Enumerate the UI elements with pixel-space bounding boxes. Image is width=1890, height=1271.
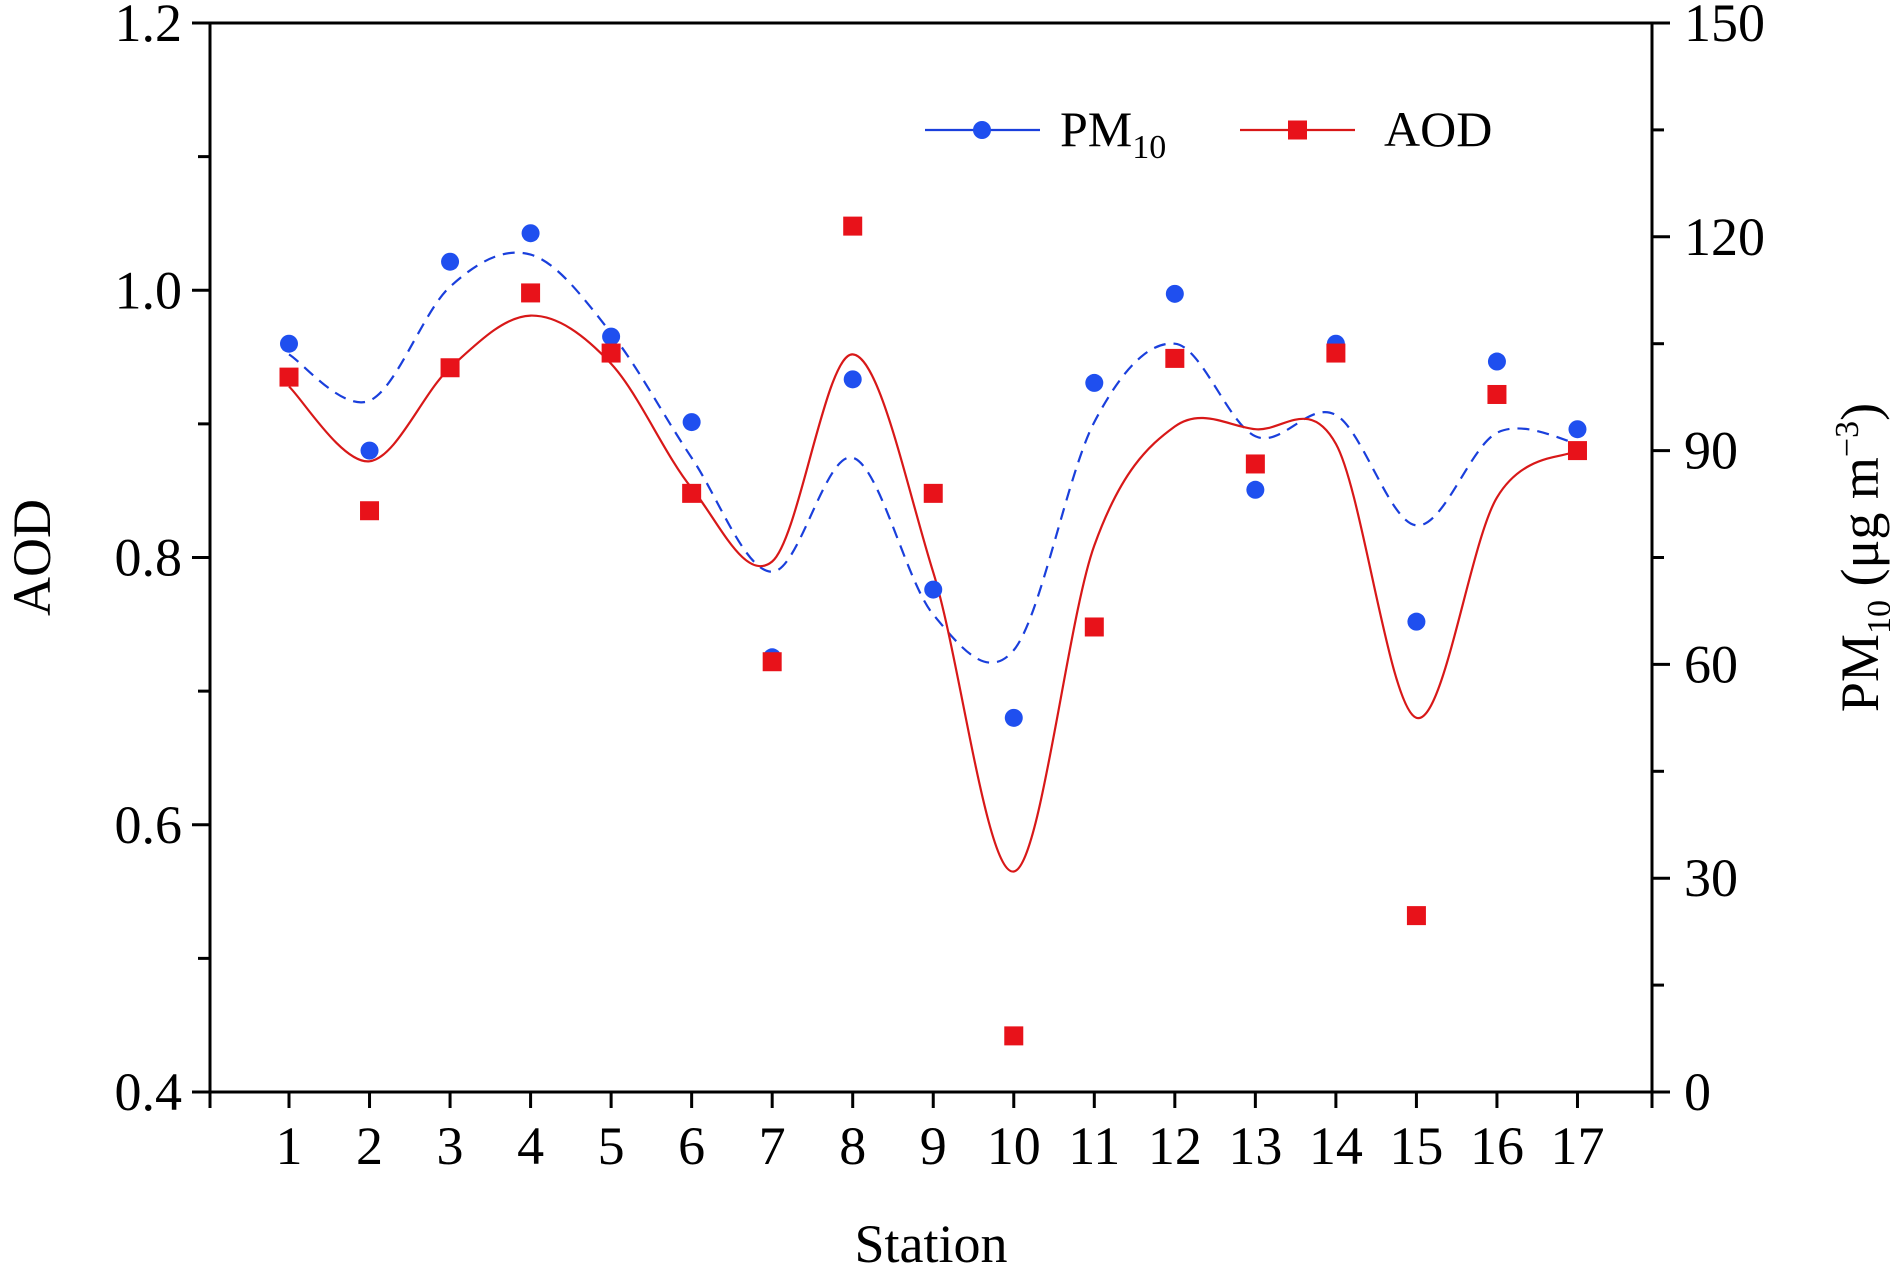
aod-point-8 (843, 216, 863, 236)
aod-point-11 (1084, 617, 1104, 637)
aod-point-9 (923, 483, 943, 503)
right-y-tick-label: 60 (1684, 634, 1738, 694)
right-y-title-close: ) (1830, 403, 1890, 421)
aod-point-10 (1004, 1026, 1024, 1046)
right-y-tick-label: 150 (1684, 0, 1765, 53)
right-y-axis-title: PM10 (μg m−3) (1829, 403, 1890, 712)
right-y-tick-label: 30 (1684, 848, 1738, 908)
x-tick-label: 13 (1228, 1116, 1282, 1176)
x-tick-label: 4 (517, 1116, 544, 1176)
pm10-point-12 (1165, 284, 1184, 303)
aod-point-14 (1326, 343, 1346, 363)
x-tick-label: 9 (920, 1116, 947, 1176)
pm10-point-13 (1246, 480, 1265, 499)
aod-point-15 (1406, 906, 1426, 926)
pm10-point-8 (843, 370, 862, 389)
plot-frame (208, 21, 1654, 1094)
x-tick-label: 6 (678, 1116, 705, 1176)
legend: PM10 AOD (925, 101, 1492, 166)
legend-aod-label: AOD (1384, 101, 1492, 157)
x-tick-label: 12 (1148, 1116, 1202, 1176)
right-y-tick-label: 90 (1684, 421, 1738, 481)
aod-point-13 (1245, 454, 1265, 474)
aod-point-12 (1165, 348, 1185, 368)
pm10-point-3 (441, 252, 460, 271)
x-tick-label: 16 (1470, 1116, 1524, 1176)
x-tick-label: 5 (598, 1116, 625, 1176)
right-y-title-sub: 10 (1861, 600, 1890, 634)
aod-point-5 (601, 343, 621, 363)
pm10-point-11 (1085, 373, 1104, 392)
x-tick-label: 7 (759, 1116, 786, 1176)
aod-point-16 (1487, 384, 1507, 404)
pm10-point-15 (1407, 612, 1426, 631)
right-y-tick-label: 120 (1684, 207, 1765, 267)
x-axis-title: Station (854, 1214, 1007, 1271)
labels: Station AOD PM10 (μg m−3) (2, 403, 1890, 1271)
left-y-tick-label: 0.6 (115, 795, 183, 855)
aod-point-17 (1567, 441, 1587, 461)
left-y-tick-label: 0.4 (115, 1062, 183, 1122)
left-y-axis-title: AOD (2, 499, 62, 616)
aod-point-4 (521, 283, 541, 303)
aod-point-3 (440, 358, 460, 378)
legend-pm10-marker (973, 121, 991, 139)
pm10-fit-line (288, 251, 1578, 664)
x-tick-label: 3 (437, 1116, 464, 1176)
axes: 1 2 3 4 5 6 7 8 9 10 11 12 13 14 15 16 170.40.60.81.01.2… (115, 0, 1766, 1176)
pm10-point-5 (602, 327, 621, 346)
x-tick-label: 11 (1068, 1116, 1120, 1176)
pm10-point-1 (280, 334, 298, 353)
x-tick-label: 10 (987, 1116, 1041, 1176)
pm10-point-2 (360, 441, 379, 460)
plot-area (279, 216, 1587, 1046)
right-y-tick-label: 0 (1684, 1062, 1711, 1122)
pm10-point-4 (521, 224, 540, 243)
left-y-tick-label: 0.8 (115, 528, 183, 588)
x-tick-label: 14 (1309, 1116, 1363, 1176)
left-y-tick-label: 1.0 (115, 260, 183, 320)
pm10-point-6 (682, 413, 701, 432)
x-tick-label: 15 (1389, 1116, 1443, 1176)
aod-fit-line (288, 314, 1579, 873)
x-tick-label: 2 (356, 1116, 383, 1176)
legend-pm10-main: PM (1060, 101, 1132, 157)
aod-point-7 (762, 652, 782, 672)
x-tick-label: 8 (839, 1116, 866, 1176)
pm10-point-17 (1568, 420, 1587, 439)
left-y-tick-label: 1.2 (115, 0, 183, 53)
right-y-title-main: PM (1830, 634, 1890, 712)
right-y-title-sup: −3 (1829, 421, 1866, 457)
right-y-title-unit: (μg m (1830, 457, 1890, 600)
aod-point-2 (360, 501, 380, 521)
legend-pm10-label: PM10 (1060, 101, 1166, 166)
legend-aod-marker (1288, 120, 1307, 140)
legend-pm10-sub: 10 (1132, 129, 1166, 166)
aod-point-1 (279, 367, 299, 387)
aod-point-6 (682, 483, 702, 503)
pm10-point-10 (1004, 708, 1023, 727)
x-tick-label: 1 (276, 1116, 303, 1176)
pm10-point-16 (1487, 352, 1506, 371)
x-tick-label: 17 (1550, 1116, 1604, 1176)
pm10-point-9 (924, 580, 943, 599)
